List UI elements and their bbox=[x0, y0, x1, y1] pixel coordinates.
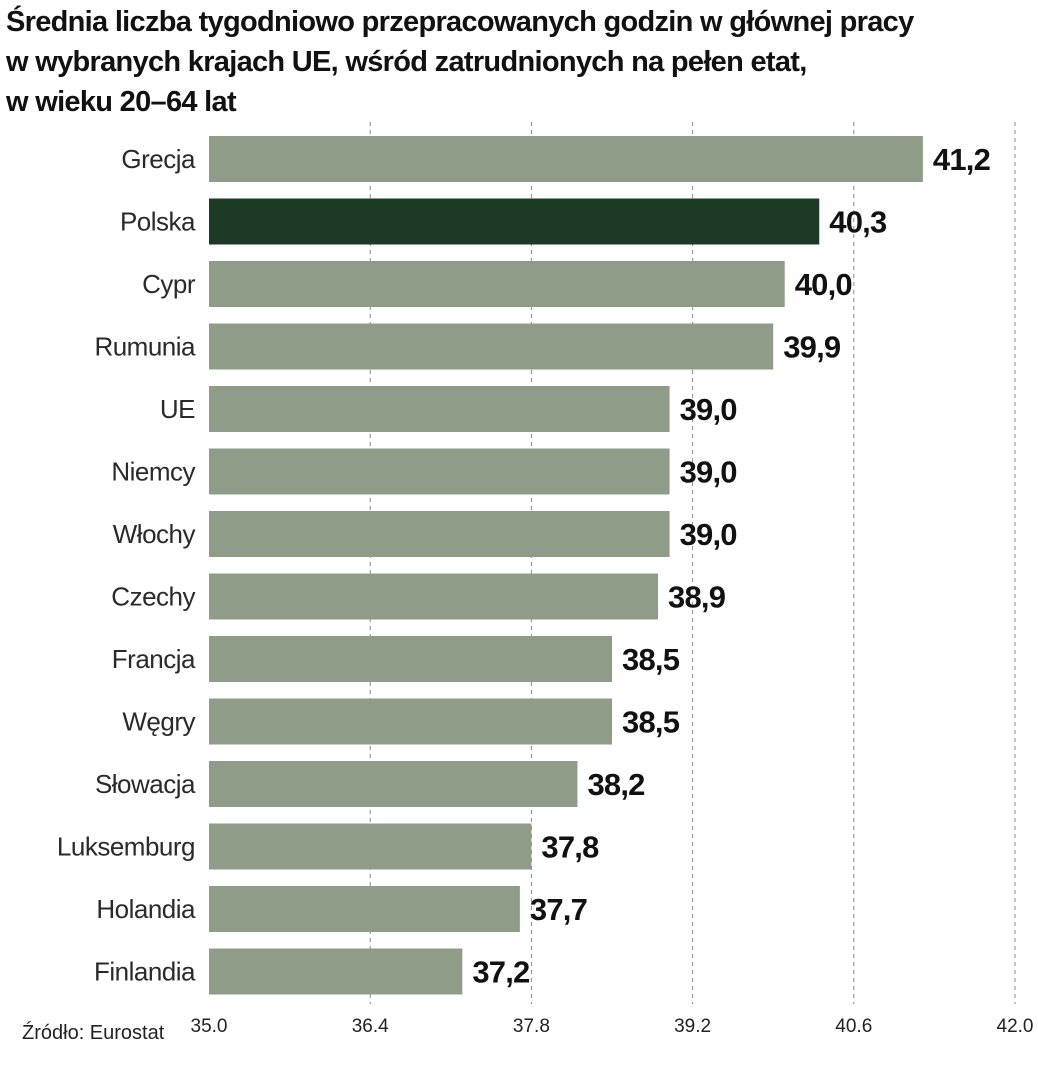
chart-title: Średnia liczba tygodniowo przepracowanyc… bbox=[6, 2, 1031, 122]
value-label: 41,2 bbox=[933, 142, 990, 177]
bar bbox=[209, 261, 785, 307]
value-label: 39,9 bbox=[783, 330, 841, 365]
value-label: 38,5 bbox=[622, 705, 680, 740]
bars bbox=[209, 136, 923, 995]
bar bbox=[209, 136, 923, 182]
bar bbox=[209, 386, 670, 432]
x-axis-ticks: 35.0 36.4 37.8 39.2 40.6 42.0 bbox=[191, 1016, 1034, 1037]
value-label: 39,0 bbox=[680, 392, 737, 427]
category-label: Rumunia bbox=[94, 332, 196, 362]
bar bbox=[209, 636, 612, 682]
source-note: Źródło: Eurostat bbox=[22, 1022, 165, 1044]
category-label: Holandia bbox=[96, 894, 196, 924]
bar bbox=[209, 761, 578, 807]
category-label: Niemcy bbox=[111, 457, 195, 487]
x-tick-label: 42.0 bbox=[997, 1016, 1034, 1037]
category-label: Grecja bbox=[121, 144, 196, 174]
value-label: 38,2 bbox=[587, 767, 644, 802]
bar-highlighted bbox=[209, 198, 820, 245]
value-label: 37,7 bbox=[530, 892, 587, 927]
category-labels: Grecja Polska Cypr Rumunia UE Niemcy Włochy Cze… bbox=[57, 144, 197, 987]
category-label: Włochy bbox=[113, 519, 196, 549]
x-tick-label: 40.6 bbox=[835, 1016, 872, 1037]
bar bbox=[209, 823, 532, 870]
value-label: 39,0 bbox=[680, 517, 737, 552]
category-label: Cypr bbox=[142, 269, 196, 299]
bar bbox=[209, 323, 774, 370]
x-tick-label: 35.0 bbox=[191, 1016, 228, 1037]
bar bbox=[209, 573, 659, 620]
value-label: 37,2 bbox=[472, 955, 529, 990]
x-tick-label: 37.8 bbox=[513, 1016, 550, 1037]
x-tick-label: 36.4 bbox=[352, 1016, 389, 1037]
chart-title-line: w wieku 20–64 lat bbox=[6, 86, 237, 118]
value-label: 38,5 bbox=[622, 642, 680, 677]
bar bbox=[209, 448, 670, 495]
chart-title-line: w wybranych krajach UE, wśród zatrudnion… bbox=[6, 46, 807, 78]
category-label: Francja bbox=[112, 644, 196, 674]
value-label: 40,0 bbox=[795, 267, 852, 302]
category-label: Czechy bbox=[111, 582, 195, 612]
category-label: Węgry bbox=[122, 707, 195, 737]
category-label: Luksemburg bbox=[57, 832, 195, 862]
chart-title-line: Średnia liczba tygodniowo przepracowanyc… bbox=[6, 6, 914, 38]
category-label: UE bbox=[160, 394, 195, 424]
value-label: 39,0 bbox=[680, 455, 737, 490]
bar bbox=[209, 886, 520, 932]
bar bbox=[209, 948, 463, 995]
grid-lines bbox=[369, 122, 1016, 1004]
bar bbox=[209, 698, 612, 745]
value-label: 37,8 bbox=[541, 830, 599, 865]
x-tick-label: 39.2 bbox=[674, 1016, 711, 1037]
bar bbox=[209, 511, 670, 557]
value-label: 40,3 bbox=[829, 205, 887, 240]
category-label: Polska bbox=[120, 207, 196, 237]
category-label: Finlandia bbox=[94, 957, 196, 987]
value-label: 38,9 bbox=[668, 580, 726, 615]
category-label: Słowacja bbox=[95, 769, 196, 799]
value-labels: 41,2 40,3 40,0 39,9 39,0 39,0 39,0 38,9 38,5 38,5… bbox=[472, 142, 991, 990]
